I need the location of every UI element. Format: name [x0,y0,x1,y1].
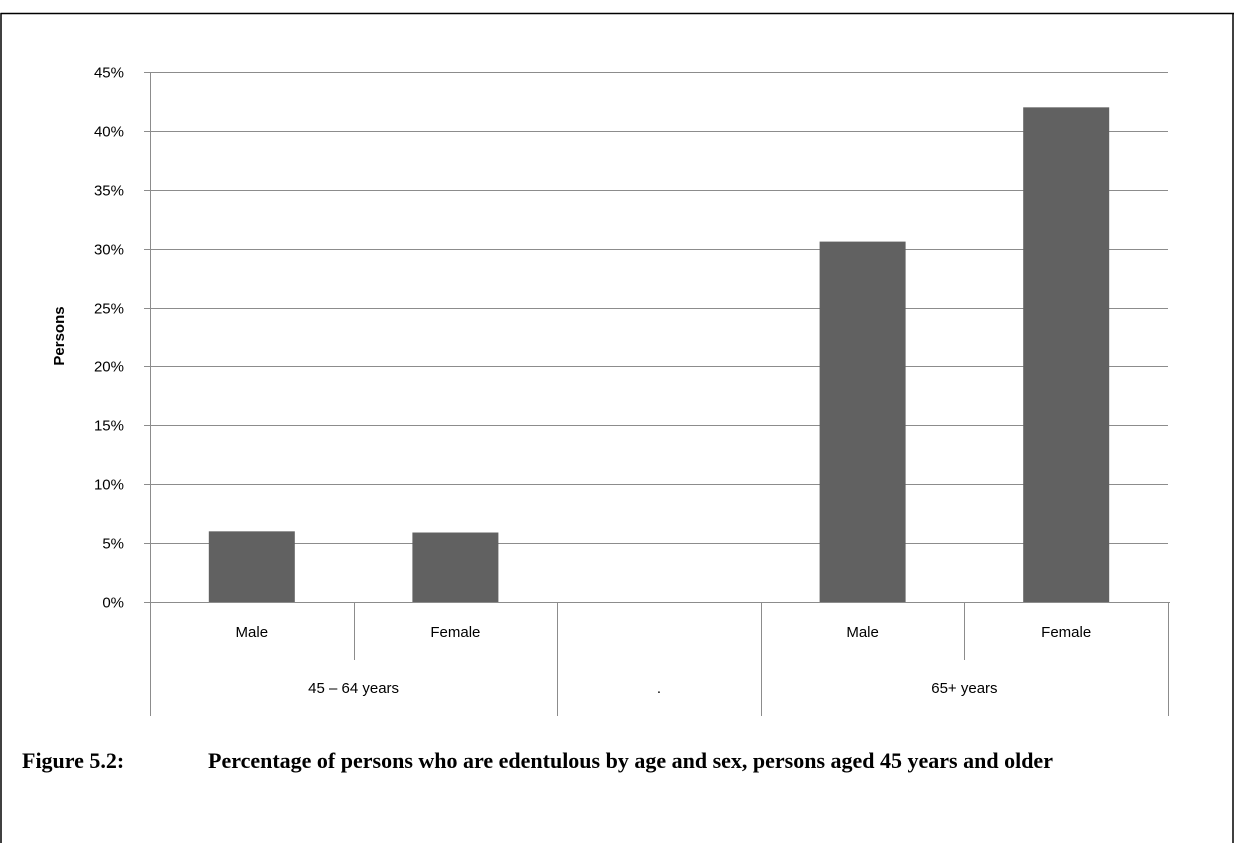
x-category-label: Male [236,624,269,641]
y-tick-label: 20% [94,359,124,376]
bar [1023,107,1110,602]
x-group-label: 45 – 64 years [308,680,399,697]
y-tick-label: 10% [94,477,124,494]
figure-caption-text: Percentage of persons who are edentulous… [208,748,1053,773]
y-tick-label: 25% [94,301,124,318]
axes [144,72,1170,716]
gridlines [144,72,1168,603]
y-tick-label: 30% [94,242,124,259]
figure-number: Figure 5.2: [22,748,125,773]
x-category-labels: Male Female Male Female 45 – 64 years. 65+ ye… [236,624,1092,697]
bar [412,532,499,602]
x-group-label: . [657,680,661,697]
bar [819,241,906,602]
bars [208,107,1110,602]
y-tick-label: 0% [102,595,124,612]
y-tick-label: 5% [102,536,124,553]
y-tick-label: 45% [94,65,124,82]
y-tick-labels: 0% 5% 10% 15% 20% 25% 30% 35% 40% 45% [94,65,124,612]
y-axis-title: Persons [51,306,68,365]
x-category-label: Male [846,624,879,641]
y-tick-label: 40% [94,124,124,141]
bar [208,531,295,602]
x-group-label: 65+ years [931,680,997,697]
x-category-label: Female [430,624,480,641]
y-tick-label: 15% [94,418,124,435]
x-category-label: Female [1041,624,1091,641]
y-tick-label: 35% [94,183,124,200]
